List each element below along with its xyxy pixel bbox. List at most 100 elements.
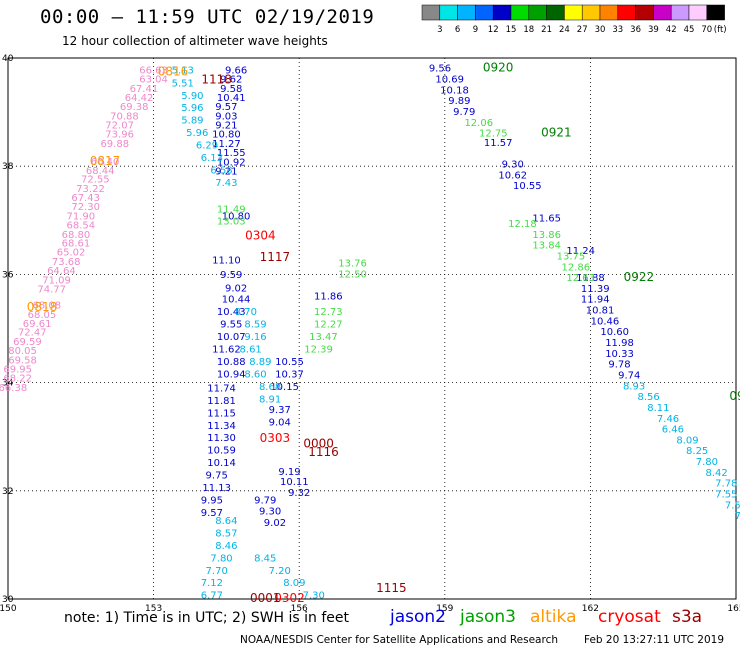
data-point-jason2: 10.11	[280, 477, 309, 488]
color-scale: 3 6 9 12 15 18 21 24 27 30 33 36 39 42 45 70 (ft)	[421, 4, 727, 35]
y-tick-label: 32	[2, 487, 13, 497]
pass-time-label: 1118	[201, 73, 232, 87]
data-point-jason3: 12.50	[338, 269, 367, 280]
data-point-altika: 74.77	[37, 284, 66, 295]
data-point-s3a: 8.70	[235, 307, 257, 318]
scale-tick-label: 33	[612, 25, 623, 35]
data-point-altika: 68.22	[3, 374, 32, 385]
x-tick-label: 150	[0, 604, 17, 614]
data-point-altika: 69.59	[13, 337, 42, 348]
data-point-s3a: 8.46	[215, 541, 237, 552]
data-point-jason2: 11.13	[202, 483, 231, 494]
data-point-jason2: 10.15	[270, 382, 299, 393]
data-point-altika: 72.47	[18, 328, 47, 339]
data-point-s3a: 9.16	[244, 332, 266, 343]
scale-tick-label: 36	[630, 25, 641, 35]
scale-tick-label: 6	[455, 25, 460, 35]
data-point-jason3: 12.63	[566, 273, 595, 284]
data-point-s3a: 6.29	[196, 141, 218, 152]
data-point-jason2: 10.44	[222, 295, 251, 306]
data-point-jason2: 9.89	[448, 96, 470, 107]
data-point-s3a: 8.45	[254, 553, 276, 564]
data-point-jason2: 10.18	[440, 85, 469, 96]
data-point-s3a: 8.93	[623, 381, 645, 392]
data-point-jason2: 9.21	[215, 121, 237, 132]
data-point-jason2: 9.59	[220, 270, 242, 281]
scale-tick-label: 30	[595, 25, 606, 35]
plot-frame	[7, 57, 737, 600]
data-point-s3a: 8.11	[647, 403, 669, 414]
data-point-altika: 69.38	[120, 102, 149, 113]
data-point-jason2: 9.57	[215, 102, 237, 113]
data-point-s3a: 8.91	[259, 394, 281, 405]
data-point-s3a: 7.12	[201, 578, 223, 589]
scale-tick-label: 42	[666, 25, 677, 35]
y-tick-label: 34	[2, 379, 14, 389]
data-point-altika: 72.55	[81, 175, 110, 186]
data-point-jason2: 11.86	[314, 291, 343, 302]
data-point-jason2: 11.10	[212, 255, 241, 266]
data-point-jason3: 11.49	[217, 204, 246, 215]
scale-tick-label: 12	[488, 25, 499, 35]
pass-time-label: 1115	[376, 581, 407, 595]
data-point-s3a: 7.30	[303, 591, 325, 602]
scale-tick-label: 3	[437, 25, 442, 35]
data-point-jason2: 11.30	[207, 433, 236, 444]
data-point-jason2: 11.74	[207, 383, 236, 394]
scale-tick-label: 45	[684, 25, 695, 35]
data-point-altika: 73.68	[52, 257, 81, 268]
data-point-jason2: 10.46	[591, 316, 620, 327]
pass-time-label: 0817	[90, 154, 121, 168]
pass-time-label: 0921	[541, 126, 572, 140]
data-point-jason2: 11.34	[207, 421, 236, 432]
data-point-jason2: 9.03	[215, 111, 237, 122]
data-point-jason2: 9.79	[254, 495, 276, 506]
data-point-altika: 72.07	[105, 121, 134, 132]
data-point-jason2: 10.81	[586, 306, 615, 317]
scale-tick-label: 39	[648, 25, 659, 35]
scale-tick-label: 21	[541, 25, 552, 35]
data-point-jason2: 9.66	[225, 65, 247, 76]
data-point-altika: 73.22	[76, 184, 105, 195]
data-point-jason2: 9.21	[215, 167, 237, 178]
data-point-jason2: 9.37	[269, 405, 291, 416]
data-point-jason2: 9.30	[259, 506, 281, 517]
data-point-altika: 65.02	[57, 248, 86, 259]
data-point-jason2: 9.56	[429, 64, 451, 75]
data-point-altika: 70.88	[110, 111, 139, 122]
data-point-jason3: 12.75	[479, 129, 508, 140]
scale-tick-label: 24	[559, 25, 570, 35]
data-point-jason2: 9.30	[502, 159, 524, 170]
legend-jason3: jason3	[460, 607, 516, 627]
data-point-jason2: 11.98	[605, 338, 634, 349]
data-point-jason2: 10.37	[275, 369, 304, 380]
data-point-altika: 64.42	[125, 93, 154, 104]
data-point-jason2: 11.62	[212, 345, 241, 356]
data-point-s3a: 7.20	[269, 566, 291, 577]
scale-tick-label: 9	[473, 25, 478, 35]
data-point-s3a: 8.42	[705, 468, 727, 479]
data-point-altika: 67.43	[71, 193, 100, 204]
data-point-s3a: 8.60	[244, 369, 266, 380]
legend-altika: altika	[530, 607, 577, 627]
data-point-altika: 68.54	[66, 221, 95, 232]
data-point-jason2: 11.88	[576, 273, 605, 284]
data-point-altika: 64.64	[47, 266, 76, 277]
data-point-s3a: 7.80	[210, 553, 232, 564]
x-tick-label: 162	[582, 604, 599, 614]
data-point-jason2: 10.69	[435, 75, 464, 86]
scale-tick-label: 27	[577, 25, 588, 35]
data-point-s3a: 6.58	[210, 165, 232, 176]
y-tick-label: 38	[2, 162, 14, 172]
data-point-jason3: 12.73	[314, 307, 343, 318]
data-point-s3a: 8.89	[249, 357, 271, 368]
data-point-altika: 66.38	[0, 383, 27, 394]
credit-line: NOAA/NESDIS Center for Satellite Applica…	[240, 634, 558, 646]
data-point-s3a: 8.09	[283, 578, 305, 589]
data-point-s3a: 8.68	[259, 382, 281, 393]
data-point-jason3: 13.47	[309, 332, 338, 343]
data-point-jason2: 10.55	[275, 357, 304, 368]
data-point-jason2: 11.94	[581, 295, 610, 306]
pass-time-label: 1117	[260, 250, 291, 264]
data-point-jason2: 10.94	[217, 369, 246, 380]
